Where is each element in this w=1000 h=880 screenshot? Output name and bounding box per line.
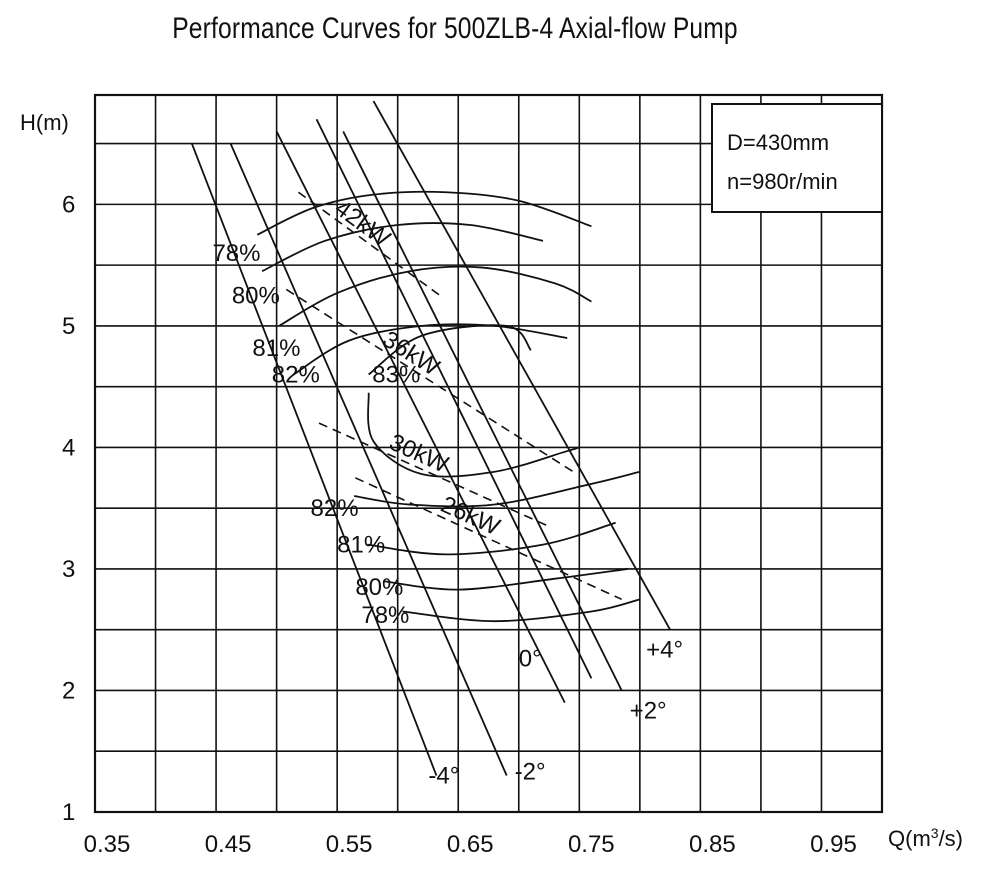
efficiency-label: 78% bbox=[361, 602, 409, 629]
efficiency-label: 82% bbox=[311, 495, 359, 522]
x-axis-label-tail: /s) bbox=[939, 826, 963, 851]
blade-angle-curve bbox=[342, 131, 623, 691]
y-tick-label: 1 bbox=[62, 799, 75, 826]
efficiency-label: 83% bbox=[372, 362, 420, 389]
plot-frame bbox=[93, 93, 884, 814]
power-label: 30kW bbox=[385, 429, 452, 479]
efficiency-label: 81% bbox=[252, 335, 300, 362]
axes: H(m) Q(m3/s) 0.35 0.45 0.55 0.65 0.75 0.85 0.9… bbox=[20, 110, 963, 858]
x-tick-label: 0.85 bbox=[689, 831, 736, 858]
y-tick-label: 3 bbox=[62, 556, 75, 583]
y-axis-label: H(m) bbox=[20, 110, 69, 135]
blade-angle-label: -2° bbox=[515, 759, 546, 786]
x-tick-label: 0.75 bbox=[568, 831, 615, 858]
efficiency-contour bbox=[278, 265, 592, 327]
y-tick-label: 2 bbox=[62, 677, 75, 704]
blade-angle-label: +2° bbox=[630, 697, 667, 724]
efficiency-contour bbox=[383, 568, 628, 591]
curve-labels: -4° -2°0°+2°+4°42kW36kW30kW26kW78%80%81%8… bbox=[212, 195, 683, 790]
efficiency-contour bbox=[256, 190, 592, 236]
power-line bbox=[285, 288, 574, 473]
info-box-frame bbox=[711, 103, 883, 213]
blade-angle-curves bbox=[191, 100, 671, 776]
efficiency-label: 82% bbox=[272, 362, 320, 389]
power-label: 26kW bbox=[437, 491, 504, 541]
blade-angle-curve bbox=[275, 131, 566, 704]
efficiency-contour bbox=[261, 222, 544, 273]
power-label: 42kW bbox=[330, 195, 396, 253]
blade-angle-curve bbox=[372, 100, 671, 631]
x-axis-label: Q(m3/s) bbox=[888, 825, 963, 851]
x-tick-label: 0.55 bbox=[326, 831, 373, 858]
blade-angle-curve bbox=[229, 143, 508, 776]
efficiency-contour bbox=[368, 324, 532, 376]
efficiency-label: 80% bbox=[355, 574, 403, 601]
x-tick-label: 0.45 bbox=[205, 831, 252, 858]
y-tick-label: 5 bbox=[62, 313, 75, 340]
power-line bbox=[354, 477, 623, 601]
blade-angle-label: +4° bbox=[646, 637, 683, 664]
blade-angle-label: -4° bbox=[428, 763, 459, 790]
x-tick-label: 0.65 bbox=[447, 831, 494, 858]
efficiency-contour bbox=[293, 323, 568, 376]
info-box-speed: n=980r/min bbox=[727, 169, 838, 194]
efficiency-label: 81% bbox=[337, 532, 385, 559]
power-line bbox=[318, 422, 550, 528]
chart-title: Performance Curves for 500ZLB-4 Axial-fl… bbox=[172, 12, 738, 45]
efficiency-label: 80% bbox=[232, 283, 280, 310]
info-box: D=430mm n=980r/min bbox=[711, 103, 883, 213]
efficiency-label: 78% bbox=[212, 240, 260, 267]
efficiency-contour bbox=[367, 521, 616, 556]
blade-angle-curve bbox=[315, 118, 593, 679]
efficiency-contour bbox=[353, 470, 641, 508]
y-tick-label: 4 bbox=[62, 434, 75, 461]
power-lines bbox=[285, 191, 623, 601]
efficiency-contours bbox=[256, 190, 641, 623]
x-tick-label: 0.95 bbox=[810, 831, 857, 858]
x-axis-label-sup: 3 bbox=[931, 825, 939, 841]
efficiency-contour bbox=[402, 598, 641, 623]
y-tick-label: 6 bbox=[62, 191, 75, 218]
efficiency-contour bbox=[367, 392, 580, 478]
grid bbox=[93, 93, 884, 814]
x-tick-label: 0.35 bbox=[84, 831, 131, 858]
x-axis-label-main: Q(m bbox=[888, 826, 931, 851]
blade-angle-curve bbox=[191, 143, 438, 776]
info-box-diameter: D=430mm bbox=[727, 130, 829, 155]
blade-angle-label: 0° bbox=[519, 646, 542, 673]
